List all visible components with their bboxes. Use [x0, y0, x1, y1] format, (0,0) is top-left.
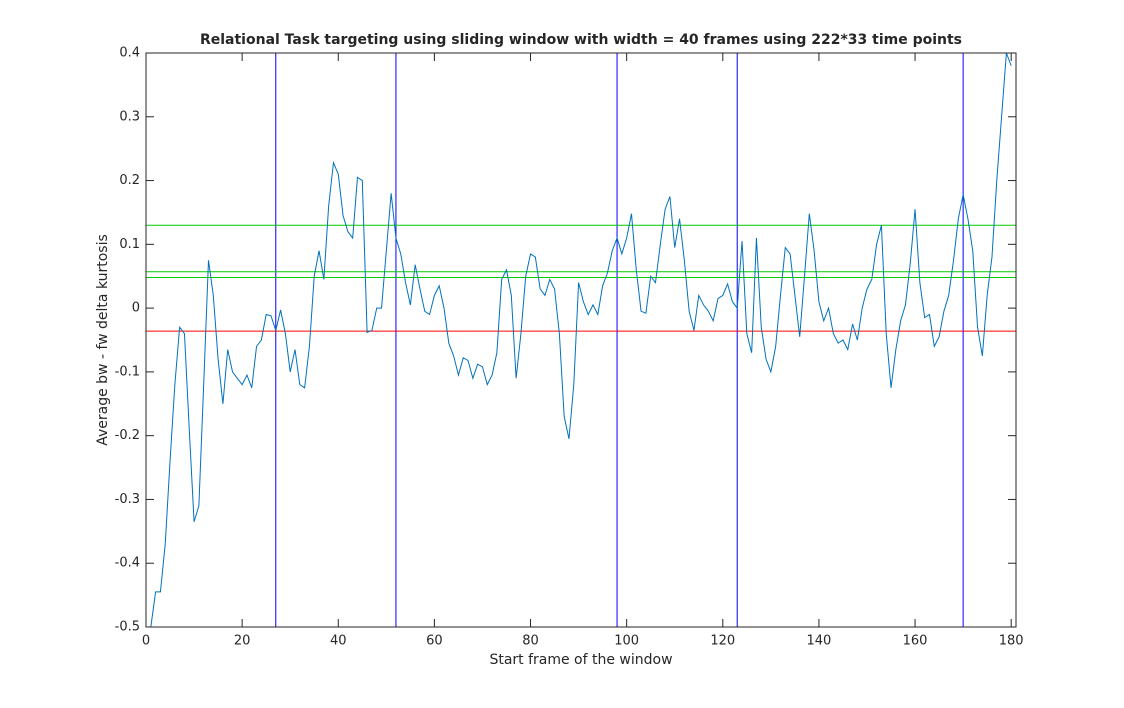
y-tick-label: 0.3 — [119, 109, 140, 124]
x-tick-label: 160 — [903, 634, 928, 649]
x-tick-label: 20 — [234, 634, 251, 649]
axes-box — [145, 52, 1017, 628]
y-tick-label: -0.4 — [115, 556, 140, 571]
plot-area — [146, 53, 1016, 627]
y-tick-label: -0.3 — [115, 492, 140, 507]
y-tick-label: 0.1 — [119, 237, 140, 252]
x-tick-label: 180 — [999, 634, 1024, 649]
y-tick-label: -0.1 — [115, 364, 140, 379]
y-tick-label: -0.5 — [115, 620, 140, 635]
x-tick-label: 40 — [330, 634, 347, 649]
y-axis-label: Average bw - fw delta kurtosis — [95, 234, 111, 446]
y-tick-label: -0.2 — [115, 428, 140, 443]
x-tick-label: 120 — [710, 634, 735, 649]
chart-title: Relational Task targeting using sliding … — [200, 32, 962, 48]
x-axis-label: Start frame of the window — [489, 652, 672, 668]
y-tick-label: 0 — [132, 301, 140, 316]
y-tick-label: 0.4 — [119, 46, 140, 61]
x-tick-label: 100 — [614, 634, 639, 649]
x-tick-label: 0 — [142, 634, 150, 649]
y-tick-label: 0.2 — [119, 173, 140, 188]
x-tick-label: 60 — [426, 634, 443, 649]
x-tick-label: 80 — [522, 634, 539, 649]
data-line — [150, 52, 1012, 628]
x-tick-label: 140 — [807, 634, 832, 649]
